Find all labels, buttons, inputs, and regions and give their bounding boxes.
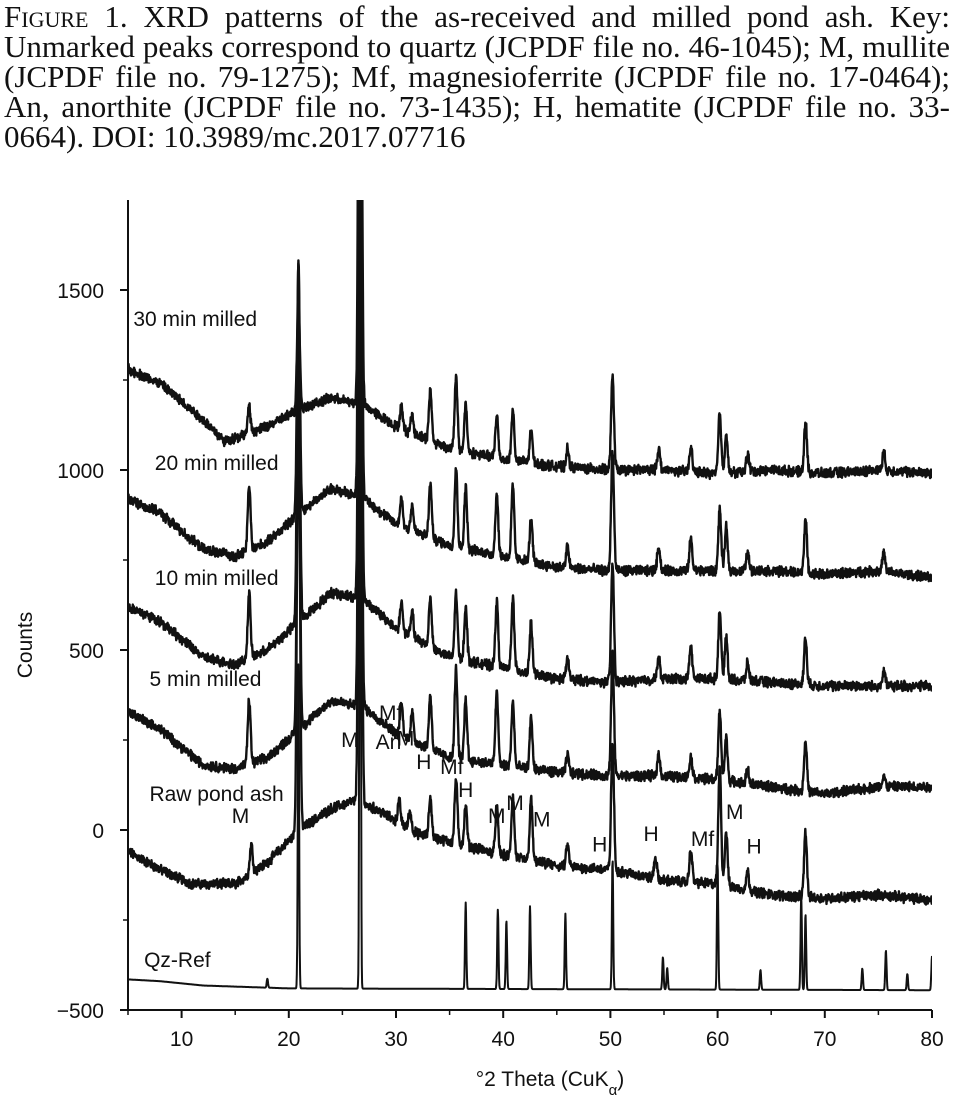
x-tick-label: 60 — [706, 1028, 729, 1051]
peak-annotation: Mf — [379, 702, 402, 725]
series-label: Raw pond ash — [149, 783, 283, 806]
peak-annotation: M — [726, 801, 744, 824]
peak-annotation: M — [533, 808, 551, 831]
peak-annotation: M — [488, 805, 506, 828]
peak-annotation: Mf — [440, 756, 463, 779]
x-tick-label: 10 — [170, 1028, 193, 1051]
figure-caption: Figure 1. XRD patterns of the as-receive… — [4, 0, 950, 154]
x-tick-label: 70 — [813, 1028, 836, 1051]
series-line — [128, 200, 932, 481]
series-line — [128, 200, 932, 992]
figure-label: Figure 1. — [4, 0, 128, 34]
series-label: 10 min milled — [155, 567, 279, 590]
peak-annotations: Qz-Ref Raw pond ash 5 min milled 10 min mil… — [133, 308, 761, 972]
peak-annotation: H — [644, 823, 659, 846]
y-tick-label: 500 — [69, 640, 104, 663]
peak-annotation: M — [341, 729, 359, 752]
caption-text: XRD patterns of the as-received and mill… — [4, 0, 950, 154]
peak-annotation: H — [416, 751, 431, 774]
x-tick-label: 80 — [920, 1028, 943, 1051]
x-tick-label: 20 — [277, 1028, 300, 1051]
y-tick-label: −500 — [57, 1000, 104, 1023]
peak-annotation: H — [746, 835, 761, 858]
series-line — [128, 200, 932, 799]
series-label: 20 min milled — [155, 452, 279, 475]
peak-annotation: M — [397, 727, 415, 750]
peak-annotation: M — [506, 792, 524, 815]
peak-annotation: An — [376, 731, 402, 754]
y-tick-label: 0 — [92, 820, 104, 843]
x-tick-label: 50 — [599, 1028, 622, 1051]
peak-annotation: H — [458, 779, 473, 802]
peak-annotation: H — [592, 834, 607, 857]
x-tick-label: 30 — [384, 1028, 407, 1051]
axes: 10 20 30 40 50 60 70 80 −500 0 500 1000 1500 — [57, 200, 944, 1051]
series-label: 30 min milled — [133, 308, 257, 331]
series-label: 5 min milled — [149, 668, 261, 691]
x-axis-label: °2 Theta (CuKα) — [476, 1068, 625, 1097]
y-axis-label: Counts — [14, 612, 37, 679]
series-line — [128, 200, 932, 583]
peak-annotation: Mf — [691, 828, 714, 851]
y-tick-label: 1000 — [57, 460, 104, 483]
peak-annotation: M — [232, 805, 250, 828]
x-tick-label: 40 — [492, 1028, 515, 1051]
series-label: Qz-Ref — [144, 949, 211, 972]
series-traces — [128, 200, 932, 992]
series-line — [128, 200, 932, 693]
series-line — [128, 200, 932, 906]
y-tick-label: 1500 — [57, 280, 104, 303]
